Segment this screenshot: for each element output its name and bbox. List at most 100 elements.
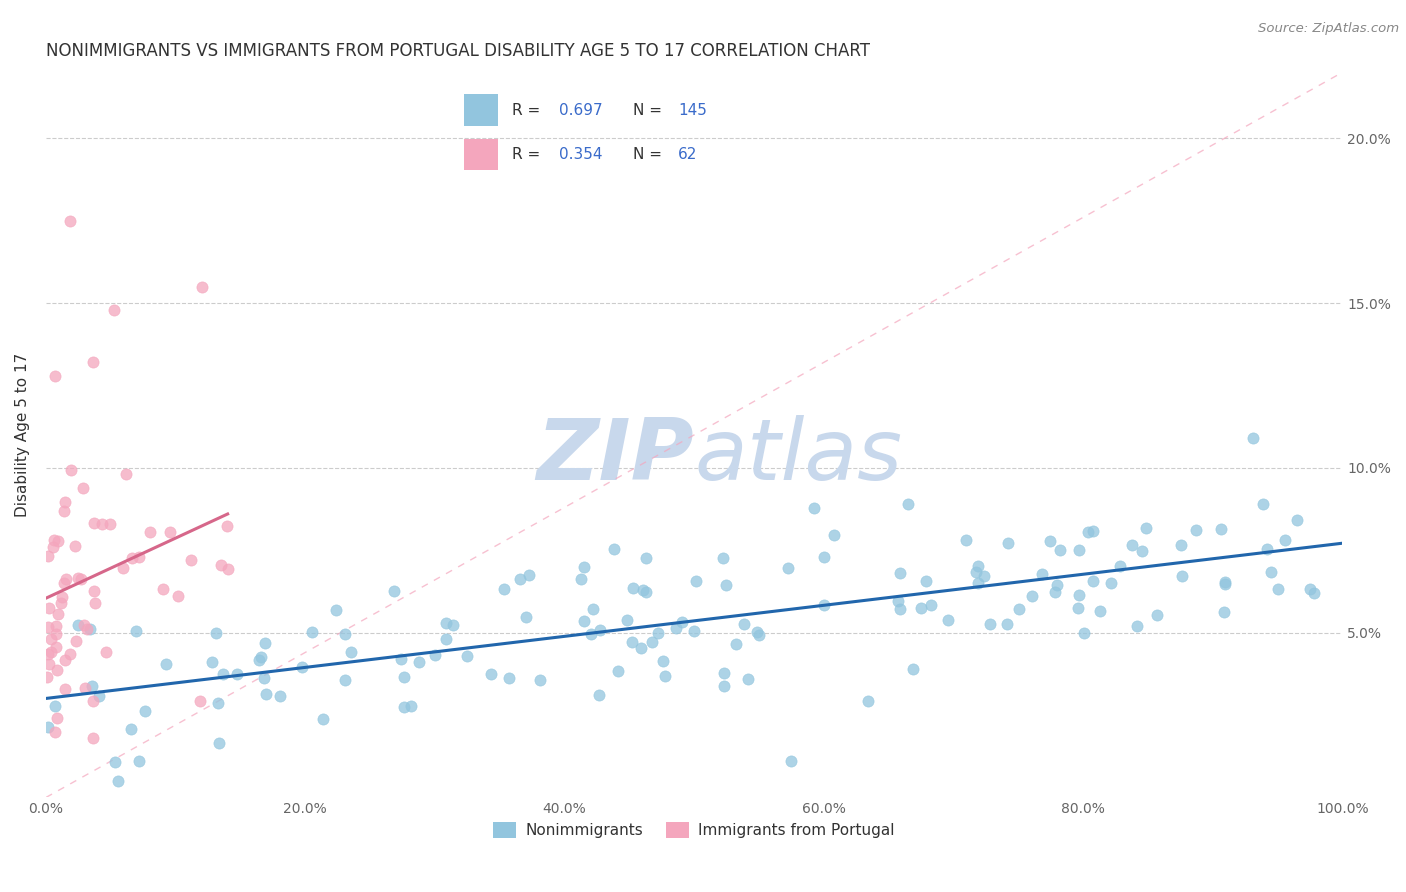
Point — [46, 607, 69, 622]
Point — [73, 618, 96, 632]
Point — [683, 624, 706, 639]
Point — [44, 724, 66, 739]
Point — [589, 623, 612, 637]
Point — [456, 648, 478, 663]
Point — [1049, 543, 1071, 558]
Point — [685, 574, 707, 589]
Point — [1109, 559, 1132, 574]
Point — [37, 647, 59, 661]
Point — [745, 625, 768, 640]
Point — [979, 617, 1001, 632]
Point — [1274, 533, 1296, 547]
Point — [434, 616, 457, 631]
Point — [52, 576, 75, 591]
Point — [915, 574, 938, 588]
Point — [572, 614, 595, 628]
Point — [441, 618, 464, 632]
Point — [82, 731, 104, 745]
Point — [588, 688, 610, 702]
Point — [1213, 605, 1236, 619]
Point — [159, 524, 181, 539]
Point — [903, 662, 925, 676]
Point — [1046, 578, 1069, 592]
Point — [87, 689, 110, 703]
Point — [654, 669, 676, 683]
Point — [45, 627, 67, 641]
Point — [579, 627, 602, 641]
Point — [212, 666, 235, 681]
Point — [392, 700, 415, 714]
Point — [394, 670, 416, 684]
Point — [209, 558, 232, 573]
Point — [59, 647, 82, 661]
Point — [45, 640, 67, 654]
Point — [254, 687, 277, 701]
Point — [188, 694, 211, 708]
Point — [53, 653, 76, 667]
Point — [1081, 574, 1104, 589]
Point — [35, 670, 58, 684]
Point — [399, 699, 422, 714]
Point — [1302, 585, 1324, 599]
Point — [955, 533, 977, 547]
Point — [269, 689, 291, 703]
Point — [65, 539, 87, 553]
Point — [291, 659, 314, 673]
Point — [1130, 544, 1153, 558]
Point — [217, 518, 239, 533]
Point — [134, 704, 156, 718]
Point — [180, 553, 202, 567]
Point — [103, 302, 125, 317]
Point — [120, 723, 142, 737]
Point — [1135, 520, 1157, 534]
Point — [39, 632, 62, 647]
Point — [1088, 604, 1111, 618]
Point — [249, 653, 271, 667]
Point — [59, 213, 82, 227]
Point — [714, 578, 737, 592]
Point — [1021, 589, 1043, 603]
Point — [254, 636, 277, 650]
Point — [498, 671, 520, 685]
Point — [205, 626, 228, 640]
Point — [965, 566, 987, 580]
Point — [1171, 569, 1194, 583]
Point — [41, 541, 63, 555]
Point — [94, 645, 117, 659]
Point — [1121, 538, 1143, 552]
Point — [910, 601, 932, 615]
Point — [651, 654, 673, 668]
Point — [83, 584, 105, 599]
Point — [858, 693, 880, 707]
Point — [52, 504, 75, 518]
Point — [1099, 575, 1122, 590]
Point — [152, 582, 174, 596]
Point — [1209, 522, 1232, 536]
Point — [1043, 585, 1066, 599]
Point — [636, 551, 658, 566]
Point — [114, 467, 136, 482]
Point — [492, 582, 515, 596]
Point — [73, 681, 96, 696]
Point — [1067, 588, 1090, 602]
Text: Source: ZipAtlas.com: Source: ZipAtlas.com — [1258, 22, 1399, 36]
Point — [509, 572, 531, 586]
Point — [1008, 602, 1031, 616]
Point — [1256, 542, 1278, 557]
Point — [515, 610, 537, 624]
Point — [65, 634, 87, 648]
Point — [249, 649, 271, 664]
Point — [973, 569, 995, 583]
Point — [1285, 513, 1308, 527]
Point — [333, 673, 356, 687]
Point — [80, 679, 103, 693]
Point — [725, 637, 748, 651]
Point — [44, 698, 66, 713]
Point — [107, 774, 129, 789]
Point — [1073, 626, 1095, 640]
Point — [748, 628, 770, 642]
Point — [1260, 566, 1282, 580]
Point — [301, 624, 323, 639]
Point — [79, 623, 101, 637]
Point — [325, 602, 347, 616]
